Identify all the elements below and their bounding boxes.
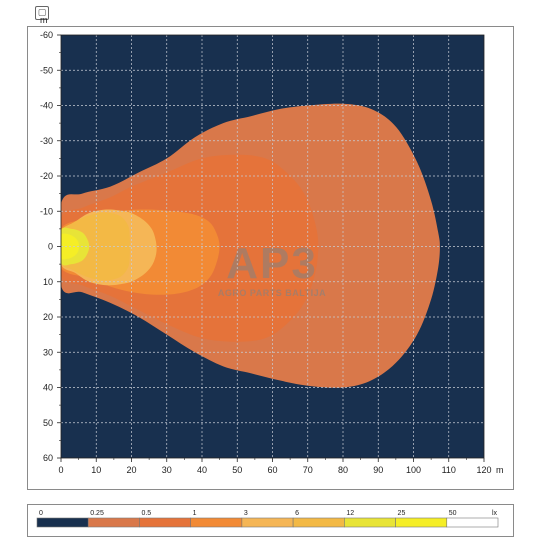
legend-swatch	[292, 517, 345, 528]
legend-label: 3	[244, 510, 248, 517]
y-tick-label: 40	[43, 383, 53, 393]
x-tick-label: 80	[338, 465, 348, 475]
legend-frame	[27, 504, 514, 537]
window-icon: ▢	[35, 6, 49, 20]
watermark-logo-text: AP3	[226, 239, 318, 288]
x-tick-label: 120	[476, 465, 491, 475]
chart-frame	[27, 26, 514, 490]
y-axis-label: m	[40, 15, 48, 25]
y-tick-label: -30	[40, 136, 53, 146]
legend-swatch	[395, 517, 448, 528]
y-tick-label: -40	[40, 101, 53, 111]
legend-swatch	[446, 517, 499, 528]
contour-6-lx	[61, 212, 130, 281]
x-tick-label: 50	[232, 465, 242, 475]
y-tick-label: 30	[43, 347, 53, 357]
legend-swatch	[190, 517, 243, 528]
legend-label: 0	[39, 510, 43, 517]
y-tick-label: 20	[43, 312, 53, 322]
y-tick-label: 50	[43, 418, 53, 428]
y-tick-label: -50	[40, 65, 53, 75]
legend-unit: lx	[492, 510, 498, 517]
legend-swatch	[241, 517, 294, 528]
y-tick-label: 60	[43, 453, 53, 463]
x-axis-label: m	[496, 465, 504, 475]
legend-label: 0.5	[141, 510, 151, 517]
x-tick-label: 60	[267, 465, 277, 475]
x-tick-label: 10	[91, 465, 101, 475]
legend-swatch	[344, 517, 396, 528]
legend-label: 50	[449, 510, 457, 517]
legend-label: 0.25	[90, 510, 104, 517]
legend-label: 1	[193, 510, 197, 517]
legend-label: 25	[398, 510, 406, 517]
x-tick-label: 30	[162, 465, 172, 475]
legend-swatch	[87, 517, 140, 528]
legend-swatch	[139, 517, 191, 528]
legend-label: 12	[346, 510, 354, 517]
x-tick-label: 20	[126, 465, 136, 475]
x-tick-label: 100	[406, 465, 421, 475]
x-tick-label: 110	[442, 465, 456, 475]
watermark-subtitle: AGRO PARTS BALTIJA	[218, 288, 326, 298]
y-tick-label: 0	[48, 242, 53, 252]
x-tick-label: 70	[303, 465, 313, 475]
y-tick-label: -20	[40, 171, 53, 181]
x-tick-label: 90	[373, 465, 383, 475]
y-tick-label: -10	[40, 206, 53, 216]
y-tick-label: 10	[43, 277, 53, 287]
legend-swatch	[36, 517, 89, 528]
watermark-logo: AP3 AGRO PARTS BALTIJA	[218, 239, 326, 298]
x-tick-label: 40	[197, 465, 207, 475]
x-tick-label: 0	[58, 465, 63, 475]
legend-label: 6	[295, 510, 299, 517]
y-tick-label: -60	[40, 30, 53, 40]
